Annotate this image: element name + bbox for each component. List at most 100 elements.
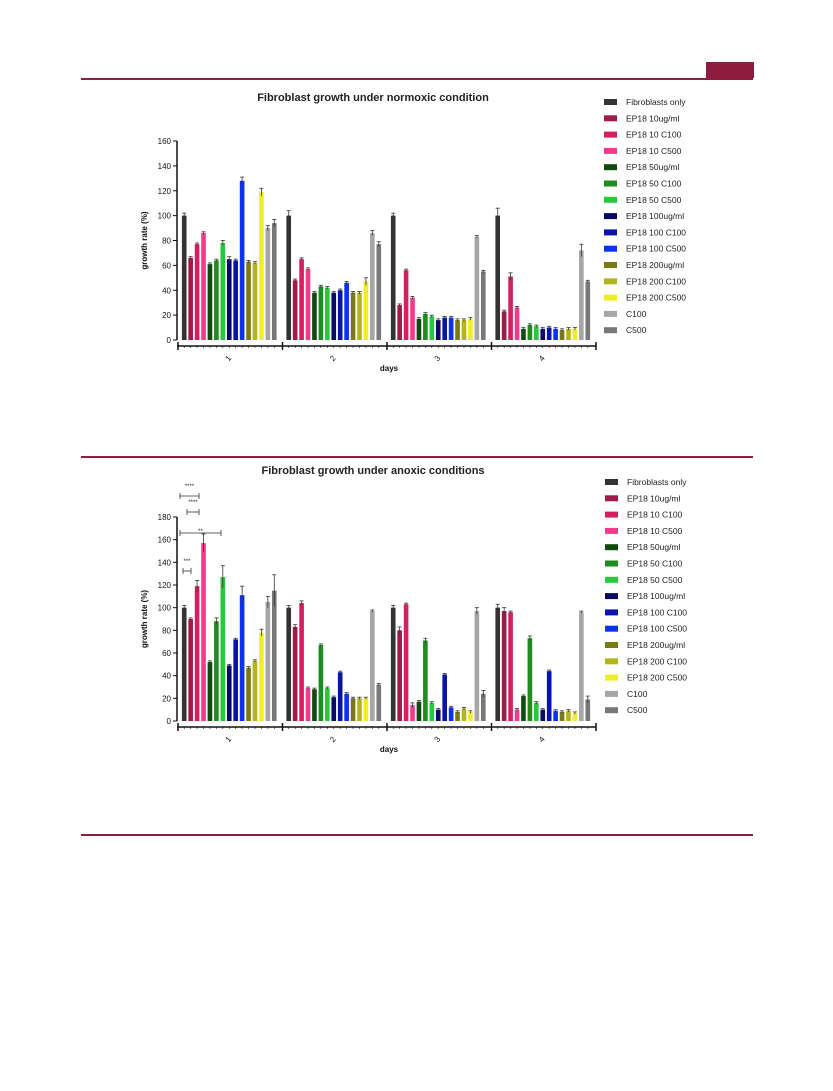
y-tick-label: 120 (158, 187, 172, 196)
bar (559, 330, 565, 340)
bar (495, 607, 501, 721)
bar (534, 702, 539, 721)
legend-label: C100 (626, 309, 647, 319)
legend-label: EP18 100 C100 (627, 607, 687, 617)
legend-label: C500 (627, 705, 648, 715)
bar (514, 709, 520, 721)
y-tick-label: 100 (158, 604, 172, 613)
x-category-label: 3 (432, 734, 442, 744)
bar (566, 710, 571, 721)
bar (207, 264, 213, 340)
legend-swatch (604, 213, 617, 220)
legend-swatch (605, 593, 618, 600)
y-tick-label: 40 (162, 672, 171, 681)
legend-label: C500 (626, 325, 647, 335)
bar (312, 689, 317, 721)
bar (579, 612, 584, 721)
x-category-label: 4 (537, 353, 547, 363)
legend-swatch (604, 245, 617, 252)
chart-title: Fibroblast growth under normoxic conditi… (257, 92, 489, 104)
bar (553, 710, 558, 721)
significance-label: ** (198, 529, 203, 535)
y-tick-label: 20 (162, 311, 171, 320)
legend-label: EP18 50ug/ml (626, 162, 680, 172)
legend-swatch (605, 674, 618, 681)
bar (468, 711, 473, 721)
bar (376, 684, 382, 721)
bar (455, 320, 460, 340)
legend-swatch (604, 327, 617, 334)
legend-swatch (604, 262, 617, 268)
bar (397, 305, 402, 340)
bar (508, 276, 513, 340)
bar (370, 611, 375, 721)
bar (435, 320, 441, 340)
legend-label: Fibroblasts only (626, 97, 686, 107)
bar (194, 244, 200, 340)
legend-swatch (604, 278, 617, 285)
bar (514, 307, 520, 340)
y-tick-label: 100 (158, 212, 172, 221)
bar (325, 688, 330, 721)
legend-label: EP18 10ug/ml (627, 493, 681, 503)
bar (442, 674, 447, 721)
legend-label: EP18 50 C500 (627, 575, 683, 585)
y-tick-label: 180 (158, 513, 172, 522)
bar (357, 292, 362, 340)
legend-swatch (605, 479, 618, 485)
legend-swatch (604, 131, 617, 138)
bar (201, 543, 206, 721)
bar (501, 311, 507, 340)
bar (546, 327, 552, 340)
bar (397, 630, 402, 721)
bar (495, 215, 501, 340)
bar (403, 270, 409, 340)
legend-swatch (605, 625, 618, 632)
y-tick-label: 60 (162, 261, 171, 270)
bar (521, 696, 526, 721)
bar (435, 709, 441, 721)
legend-swatch (604, 180, 617, 187)
significance-label: **** (188, 500, 198, 506)
bar (299, 259, 304, 340)
legend-label: EP18 200 C100 (627, 656, 687, 666)
bar (344, 693, 349, 721)
bar (553, 328, 558, 340)
y-tick-label: 160 (158, 536, 172, 545)
legend-label: EP18 10 C500 (627, 526, 683, 536)
bar (252, 660, 258, 721)
legend-swatch (605, 527, 618, 534)
bar (233, 260, 238, 340)
bar (363, 698, 369, 721)
bar (331, 292, 337, 340)
bar (337, 672, 343, 721)
bar (312, 292, 317, 340)
x-category-label: 3 (432, 353, 442, 363)
legend-swatch (605, 495, 618, 502)
bar (350, 698, 356, 721)
legend-label: EP18 200ug/ml (627, 640, 685, 650)
legend-label: EP18 200 C100 (626, 276, 686, 286)
bar (220, 242, 226, 340)
legend-label: EP18 100 C500 (627, 624, 687, 634)
legend-label: EP18 200ug/ml (626, 260, 684, 270)
bar (572, 328, 578, 340)
legend-label: EP18 50ug/ml (627, 542, 681, 552)
legend-swatch (604, 164, 617, 171)
bar (480, 693, 486, 721)
bar (540, 328, 546, 340)
bar (390, 607, 396, 721)
legend-label: EP18 50 C100 (626, 179, 682, 189)
legend-label: EP18 100ug/ml (626, 211, 684, 221)
legend-swatch (604, 229, 617, 236)
legend-swatch (605, 707, 618, 714)
bar (566, 328, 571, 340)
bar (501, 611, 507, 721)
legend-swatch (605, 690, 618, 697)
bar (239, 595, 245, 721)
x-category-label: 1 (223, 353, 233, 363)
bar (363, 281, 369, 340)
bar (416, 701, 422, 721)
chart-title: Fibroblast growth under anoxic condition… (261, 465, 484, 477)
y-tick-label: 20 (162, 694, 171, 703)
